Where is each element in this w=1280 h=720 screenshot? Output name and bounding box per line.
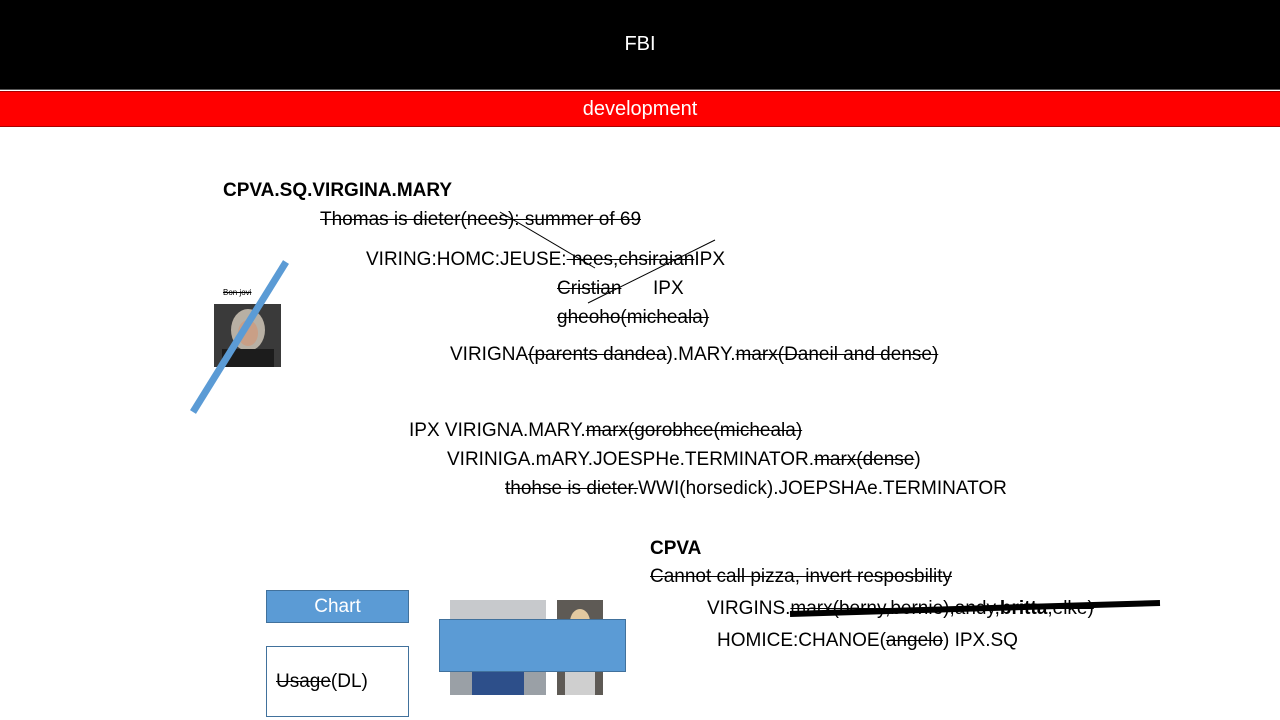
section1-line2: VIRING:HOMC:JEUSE: nees,chsiraianIPX: [366, 248, 725, 272]
portrait-graphic: [214, 304, 281, 367]
section1-heading: CPVA.SQ.VIRGINA.MARY: [223, 180, 453, 201]
line1-struck: Thomas is dieter(nees): summer of 69: [320, 209, 642, 230]
blue-overlay-rectangle: [439, 619, 626, 672]
header-bar: FBI: [0, 0, 1280, 90]
usage-box: Usage (DL): [266, 646, 409, 717]
section1-line3-suffix: IPX: [653, 278, 684, 299]
line2-suffix: IPX: [694, 249, 725, 270]
line5-struck2: marx(Daneil and dense): [735, 344, 939, 365]
line2-struck: nees,chsiraian: [566, 249, 695, 270]
section2-line1: IPX VIRIGNA.MARY.marx(gorobhce(micheala): [409, 420, 803, 441]
section1-line5: VIRIGNA(parents dandea).MARY.marx(Daneil…: [450, 343, 938, 367]
line5-prefix: VIRIGNA: [450, 344, 529, 365]
section2-line2: VIRINIGA.mARY.JOESPHe.TERMINATOR.marx(de…: [447, 449, 921, 470]
section1-line4: gheoho(micheala): [557, 306, 709, 330]
section1-line1: Thomas is dieter(nees): summer of 69: [320, 208, 641, 232]
line5-struck: (parents dandea: [528, 344, 667, 365]
image-caption: Bon jovi: [223, 288, 252, 297]
section2-line3: thohse is dieter.WWI(horsedick).JOEPSHAe…: [505, 478, 1007, 499]
section3-heading: CPVA: [650, 538, 702, 559]
section3-line1: Cannot call pizza, invert resposbility: [650, 566, 953, 587]
line3-struck: Cristian: [557, 278, 622, 299]
line2-prefix: VIRING:HOMC:JEUSE:: [366, 249, 567, 270]
section1-line3: Cristian: [557, 277, 621, 301]
line4-struck: gheoho(micheala): [557, 307, 710, 328]
portrait-photo: [214, 304, 281, 367]
section3-line3: HOMICE:CHANOE(angelo) IPX.SQ: [717, 630, 1018, 651]
header-title: FBI: [624, 33, 656, 55]
chart-button[interactable]: Chart: [266, 590, 409, 623]
section3-line2: VIRGINS.marx(berny,bernie),andy,britta,e…: [707, 598, 1094, 619]
subheader-bar: development: [0, 91, 1280, 127]
subheader-title: development: [582, 97, 698, 120]
line5-mid: ).MARY.: [666, 344, 736, 365]
